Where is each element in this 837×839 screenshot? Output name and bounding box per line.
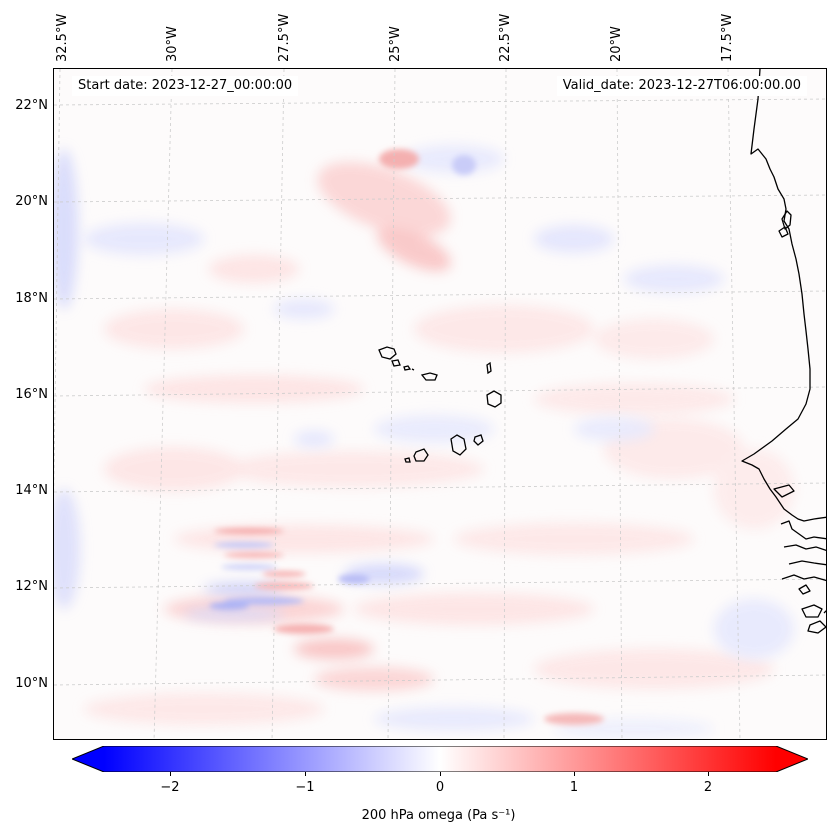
colorbar-gradient: [104, 746, 776, 772]
colorbar: [72, 746, 808, 772]
colorbar-tickmark-0: [440, 772, 441, 776]
colorbar-tick-1: 1: [569, 780, 579, 795]
omega-shading: [54, 145, 794, 739]
valid-date-label: Valid_date: 2023-12-27T06:00:00.00: [556, 76, 807, 96]
lat-label-18n: 18°N: [15, 291, 48, 306]
start-date-label: Start date: 2023-12-27_00:00:00: [72, 76, 299, 96]
lat-label-20n: 20°N: [15, 194, 48, 209]
lon-label-22-5w: 22.5°W: [498, 13, 513, 62]
lon-label-32-5w: 32.5°W: [55, 13, 70, 62]
lon-label-17-5w: 17.5°W: [720, 13, 735, 62]
graticule: [54, 69, 826, 739]
coastline: [741, 69, 826, 634]
lon-label-30w: 30°W: [165, 26, 180, 62]
colorbar-tick-2: 2: [703, 780, 713, 795]
lat-label-10n: 10°N: [15, 676, 48, 691]
colorbar-tick-neg1: −1: [295, 780, 315, 795]
lon-label-27-5w: 27.5°W: [277, 13, 292, 62]
cape-verde-islands: [378, 346, 502, 463]
colorbar-label: 200 hPa omega (Pa s⁻¹): [361, 808, 516, 823]
colorbar-tick-0: 0: [435, 780, 445, 795]
lat-label-16n: 16°N: [15, 387, 48, 402]
lat-label-14n: 14°N: [15, 483, 48, 498]
colorbar-tickmark-1: [574, 772, 575, 776]
lat-label-22n: 22°N: [15, 98, 48, 113]
colorbar-extend-low: [72, 746, 104, 772]
lat-label-12n: 12°N: [15, 579, 48, 594]
colorbar-tickmark-neg2: [170, 772, 171, 776]
colorbar-extend-high: [776, 746, 808, 772]
omega-field-map: [54, 69, 826, 739]
map-panel[interactable]: [53, 68, 827, 740]
colorbar-tickmark-neg1: [305, 772, 306, 776]
lon-label-25w: 25°W: [388, 26, 403, 62]
colorbar-tickmark-2: [708, 772, 709, 776]
colorbar-tick-neg2: −2: [160, 780, 180, 795]
lon-label-20w: 20°W: [609, 26, 624, 62]
